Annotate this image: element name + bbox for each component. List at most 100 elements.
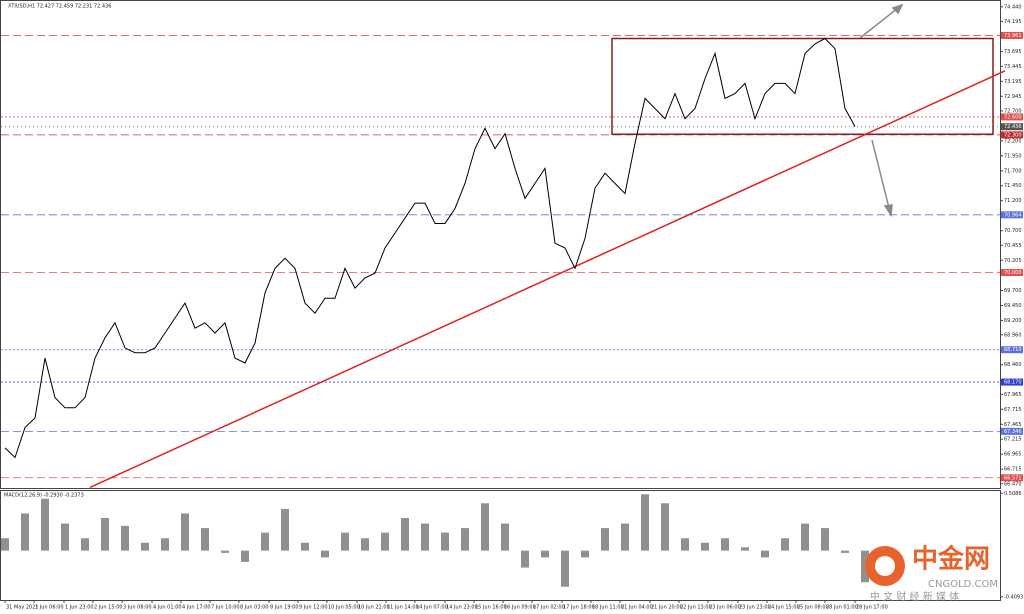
y-tick-label: 67.715 xyxy=(1004,407,1022,413)
macd-bar xyxy=(621,523,629,551)
macd-bar xyxy=(161,538,169,551)
x-tick-label: 11 Jun 14:00 xyxy=(387,605,419,611)
y-tick-label: 71.700 xyxy=(1004,168,1022,174)
x-tick-label: 1 Jun 23:00 xyxy=(65,605,94,611)
macd-bar xyxy=(41,498,49,551)
x-tick-label: 17 Jun 18:00 xyxy=(563,605,595,611)
y-tick-label: 74.440 xyxy=(1004,4,1022,10)
macd-bar xyxy=(401,517,409,551)
x-tick-label: 7 Jun 10:00 xyxy=(211,605,240,611)
arrows xyxy=(859,3,904,218)
level-label: 70.000 xyxy=(1004,270,1022,276)
y-tick-label: 69.200 xyxy=(1004,318,1022,324)
x-tick-label: 23 Jun 06:00 xyxy=(709,605,741,611)
macd-bar xyxy=(281,508,289,551)
y-tick-label: 66.715 xyxy=(1004,467,1022,473)
x-tick-label: 23 Jun 23:00 xyxy=(739,605,771,611)
level-tag xyxy=(1001,113,1023,121)
level-tag xyxy=(1001,131,1023,139)
macd-bar xyxy=(481,503,489,551)
price-frame xyxy=(0,0,1001,489)
x-tick-label: 24 Jun 15:00 xyxy=(768,605,800,611)
macd-bar xyxy=(601,528,609,551)
level-tag xyxy=(1001,31,1023,39)
macd-bar xyxy=(181,513,189,551)
watermark-site: CNGOLD.COM xyxy=(928,579,998,590)
x-tick-label: 2 Jun 15:00 xyxy=(94,605,123,611)
level-tag xyxy=(1001,346,1023,354)
macd-bar xyxy=(501,523,509,551)
level-tag xyxy=(1001,123,1023,131)
x-tick-label: 8 Jun 19:00 xyxy=(270,605,299,611)
level-label: 66.571 xyxy=(1004,475,1022,481)
x-tick-label: 16 Jun 09:00 xyxy=(504,605,536,611)
x-tick-label: 3 Jun 08:00 xyxy=(123,605,152,611)
macd-bar xyxy=(761,550,769,558)
macd-bar xyxy=(801,523,809,551)
watermark-brand: 中金网 xyxy=(912,544,990,575)
macd-bar xyxy=(121,525,129,551)
macd-bar xyxy=(521,550,529,568)
y-tick-label: 68.960 xyxy=(1004,332,1022,338)
y-tick-label: 67.215 xyxy=(1004,437,1022,443)
macd-bar xyxy=(741,547,749,551)
level-tag xyxy=(1001,427,1023,435)
level-tag xyxy=(1001,378,1023,386)
x-tick-label: 1 Jun 06:00 xyxy=(35,605,64,611)
x-tick-label: 9 Jun 12:00 xyxy=(299,605,328,611)
macd-bar xyxy=(841,550,849,553)
macd-bar xyxy=(81,538,89,551)
macd-bar xyxy=(681,538,689,551)
macd-bar xyxy=(641,494,649,551)
y-tick-label: 70.700 xyxy=(1004,228,1022,234)
macd-bar xyxy=(321,550,329,558)
x-tick-label: 4 Jun 01:00 xyxy=(153,605,182,611)
chart-title: XTIUSD,H1 72.427 72.459 72.231 72.436 xyxy=(8,4,111,10)
macd-bar xyxy=(701,542,709,551)
level-label: 68.710 xyxy=(1004,347,1022,353)
macd-bar xyxy=(101,517,109,551)
y-tick-label: 73.695 xyxy=(1004,49,1022,55)
x-tick-label: 14 Jun 23:00 xyxy=(446,605,478,611)
macd-bar xyxy=(721,538,729,551)
level-tag xyxy=(1001,211,1023,219)
y-tick-label: 72.945 xyxy=(1004,94,1022,100)
x-tick-label: 28 Jun 17:00 xyxy=(856,605,888,611)
x-tick-label: 4 Jun 17:00 xyxy=(182,605,211,611)
macd-bar xyxy=(661,503,669,551)
x-tick-label: 28 Jun 01:00 xyxy=(826,605,858,611)
macd-bar xyxy=(461,528,469,551)
x-tick-label: 15 Jun 16:00 xyxy=(475,605,507,611)
x-tick-label: 21 Jun 04:00 xyxy=(621,605,653,611)
macd-bar xyxy=(201,528,209,551)
macd-bar xyxy=(581,550,589,558)
y-tick-label: 73.195 xyxy=(1004,79,1022,85)
y-tick-label: 70.455 xyxy=(1004,243,1022,249)
trendline xyxy=(89,70,1006,489)
y-tick-label: 73.445 xyxy=(1004,64,1022,70)
level-tag xyxy=(1001,474,1023,482)
level-label: 72.300 xyxy=(1004,132,1022,138)
macd-bar xyxy=(361,538,369,551)
level-label: 67.346 xyxy=(1004,429,1022,435)
x-tick-label: 10 Jun 21:00 xyxy=(358,605,390,611)
watermark: 中金网 CNGOLD.COM 中 文 财 经 新 媒 体 xyxy=(865,544,998,603)
x-tick-label: 25 Jun 08:00 xyxy=(797,605,829,611)
macd-bar xyxy=(561,550,569,587)
y-tick-label: 68.460 xyxy=(1004,362,1022,368)
x-tick-label: 31 May 2021 xyxy=(6,605,39,611)
macd-bar xyxy=(21,513,29,551)
level-label: 72.436 xyxy=(1004,124,1022,130)
x-tick-label: 8 Jun 03:00 xyxy=(240,605,269,611)
y-tick-label: 74.195 xyxy=(1004,19,1022,25)
x-tick-label: 21 Jun 20:00 xyxy=(651,605,683,611)
macd-bar xyxy=(1,538,9,551)
x-tick-label: 22 Jun 13:00 xyxy=(680,605,712,611)
level-label: 72.600 xyxy=(1004,114,1022,120)
y-tick-label: 69.450 xyxy=(1004,303,1022,309)
range-box xyxy=(611,37,994,136)
macd-bar xyxy=(341,532,349,551)
macd-bar xyxy=(61,523,69,551)
macd-bar xyxy=(221,550,229,553)
